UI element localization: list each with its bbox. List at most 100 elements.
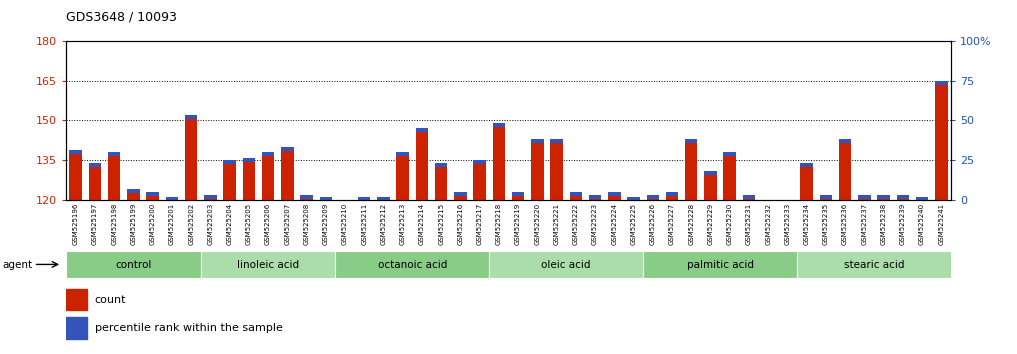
Bar — [66, 289, 87, 310]
Bar — [185, 115, 197, 200]
Bar — [492, 123, 505, 127]
Text: octanoic acid: octanoic acid — [377, 259, 447, 270]
Bar — [800, 163, 813, 167]
Bar — [397, 152, 409, 200]
Bar — [281, 147, 294, 151]
Bar — [127, 189, 139, 200]
Bar — [550, 139, 562, 200]
Bar — [319, 198, 332, 201]
Bar — [435, 163, 447, 200]
Bar — [589, 195, 601, 200]
Bar — [127, 189, 139, 193]
Bar — [397, 152, 409, 156]
Bar — [531, 139, 544, 143]
Bar — [742, 195, 756, 200]
Bar — [723, 152, 736, 156]
Bar — [570, 192, 582, 200]
Bar — [261, 152, 275, 200]
Bar — [797, 251, 951, 278]
Text: count: count — [95, 295, 126, 305]
Bar — [608, 192, 620, 200]
Bar — [108, 152, 120, 156]
Bar — [166, 198, 178, 201]
Bar — [781, 200, 793, 204]
Bar — [512, 192, 525, 196]
Bar — [723, 152, 736, 200]
Bar — [820, 195, 832, 200]
Bar — [608, 192, 620, 196]
Bar — [204, 195, 217, 200]
Bar — [643, 251, 797, 278]
Bar — [224, 160, 236, 200]
Text: percentile rank within the sample: percentile rank within the sample — [95, 323, 283, 333]
Bar — [377, 198, 390, 201]
Text: palmitic acid: palmitic acid — [686, 259, 754, 270]
Bar — [897, 195, 909, 199]
Bar — [858, 195, 871, 199]
Bar — [455, 192, 467, 200]
Bar — [512, 192, 525, 200]
Text: GDS3648 / 10093: GDS3648 / 10093 — [66, 11, 177, 24]
Bar — [66, 317, 87, 339]
Bar — [685, 139, 698, 200]
Bar — [146, 192, 159, 196]
Bar — [935, 80, 948, 85]
Bar — [685, 139, 698, 143]
Text: agent: agent — [2, 259, 33, 270]
Bar — [473, 160, 486, 200]
Bar — [704, 171, 717, 175]
Bar — [473, 160, 486, 164]
Bar — [489, 251, 643, 278]
Bar — [224, 160, 236, 164]
Bar — [878, 195, 890, 200]
Bar — [878, 195, 890, 199]
Bar — [858, 195, 871, 200]
Text: oleic acid: oleic acid — [541, 259, 591, 270]
Bar — [377, 198, 390, 200]
Bar — [146, 192, 159, 200]
Bar — [319, 198, 332, 200]
Bar — [455, 192, 467, 196]
Bar — [531, 139, 544, 200]
Bar — [647, 195, 659, 200]
Bar — [839, 139, 851, 143]
Bar — [358, 198, 370, 200]
Bar — [204, 195, 217, 199]
Bar — [935, 80, 948, 200]
Bar — [800, 163, 813, 200]
Bar — [69, 149, 82, 154]
Bar — [185, 115, 197, 119]
Bar — [666, 192, 678, 200]
Bar — [704, 171, 717, 200]
Bar — [66, 251, 200, 278]
Bar — [762, 200, 774, 204]
Bar — [492, 123, 505, 200]
Bar — [647, 195, 659, 199]
Bar — [416, 129, 428, 132]
Bar — [281, 147, 294, 200]
Bar — [243, 158, 255, 200]
Bar — [627, 198, 640, 201]
Bar — [550, 139, 562, 143]
Bar — [416, 128, 428, 200]
Bar — [839, 139, 851, 200]
Bar — [339, 200, 351, 204]
Bar — [820, 195, 832, 199]
Bar — [915, 198, 929, 201]
Bar — [69, 149, 82, 200]
Bar — [435, 163, 447, 167]
Bar — [300, 195, 313, 199]
Bar — [570, 192, 582, 196]
Bar — [300, 195, 313, 200]
Text: linoleic acid: linoleic acid — [237, 259, 299, 270]
Text: control: control — [115, 259, 152, 270]
Bar — [589, 195, 601, 199]
Bar — [897, 195, 909, 200]
Bar — [108, 152, 120, 200]
Bar — [666, 192, 678, 196]
Bar — [88, 163, 102, 200]
Bar — [243, 158, 255, 161]
Bar — [627, 198, 640, 200]
Bar — [742, 195, 756, 199]
Bar — [915, 198, 929, 200]
